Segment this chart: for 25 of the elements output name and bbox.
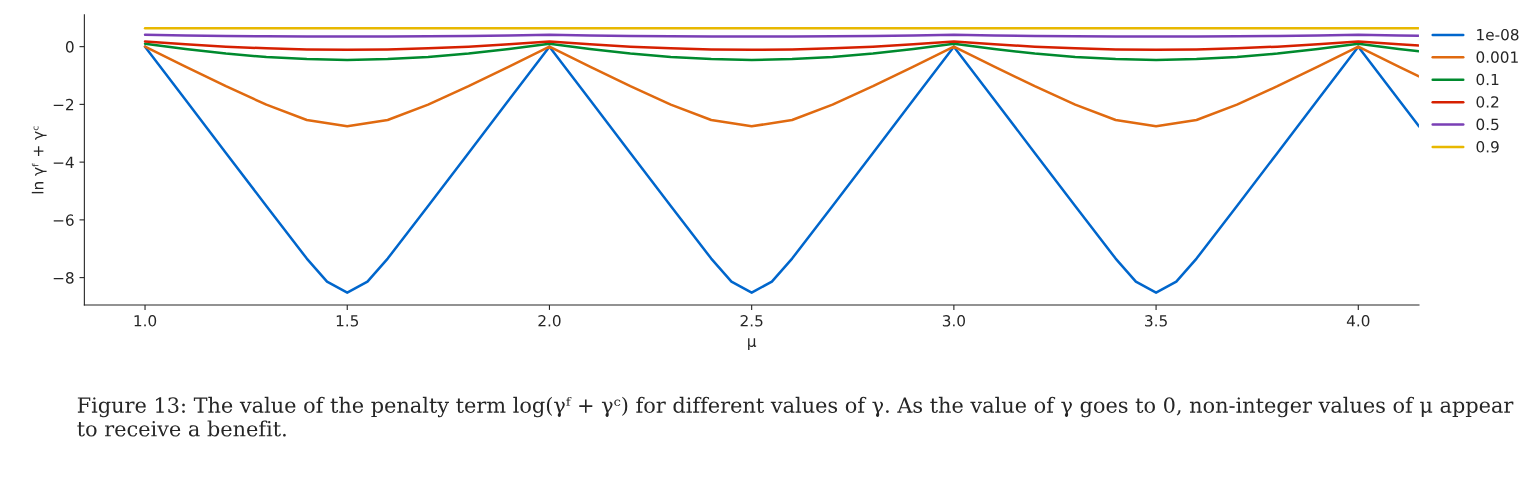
y-tick-label: 0 [65,41,74,53]
x-tick-label: 3.5 [1145,315,1167,327]
x-tick-label: 1.0 [134,315,157,327]
legend-label: 0.5 [1476,118,1499,131]
y-tick-label: −4 [53,156,74,168]
x-tick-label: 1.5 [336,315,359,327]
caption: Figure 13: The value of the penalty term log(γᶠ + γᶜ) for different values of γ. As the value of γ goes to 0, non-integer values of μ appear to receive a benefit. [77,396,1514,437]
y-tick-label: −6 [53,214,74,226]
line-series [143,45,1419,294]
x-axis-title: μ [748,338,757,350]
x-tick-label: 2.0 [538,315,561,327]
x-tick-label: 4.0 [1346,315,1370,327]
y-tick-label: −2 [53,98,74,111]
line-series [143,45,1419,128]
legend-label: 0.001 [1476,51,1518,63]
line-series [143,40,1419,52]
line-series [143,42,1419,62]
legend-label: 0.9 [1476,141,1499,153]
x-tick-label: 3.0 [942,315,965,327]
legend-label: 0.1 [1476,73,1499,86]
legend-label: 1e-08 [1477,28,1519,41]
y-axis-title: ln γᶠ + γᶜ [31,126,47,194]
x-tick-label: 2.5 [740,315,763,327]
legend-label: 0.2 [1476,96,1499,108]
y-tick-label: −8 [53,272,74,284]
